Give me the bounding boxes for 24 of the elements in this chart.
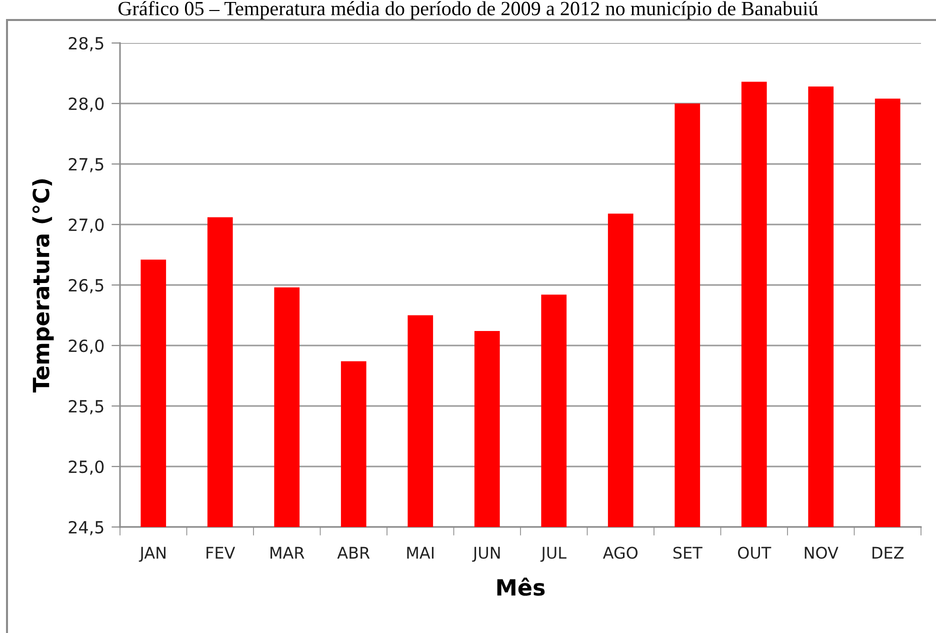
x-tick-label: JUN <box>472 546 500 562</box>
y-tick-label: 28,5 <box>68 36 104 52</box>
x-tick-label: JUL <box>540 546 566 562</box>
y-tick-label: 24,5 <box>68 520 104 536</box>
x-tick-label: JAN <box>138 546 166 562</box>
y-tick-label: 27,0 <box>68 218 104 233</box>
x-tick-label: AGO <box>602 546 638 559</box>
y-tick-label: 26,5 <box>68 278 104 294</box>
x-tick-label: NOV <box>804 546 838 559</box>
x-tick-label: ABR <box>337 546 370 559</box>
x-axis-title: Mês <box>497 578 545 596</box>
y-tick-label: 28,0 <box>68 97 104 112</box>
x-tick-label: MAI <box>407 546 434 559</box>
x-tick-label: SET <box>673 546 702 559</box>
x-tick-label: FEV <box>206 546 236 559</box>
x-tick-label: DEZ <box>872 546 904 559</box>
y-axis-title: Temperatura (°C) <box>32 179 54 393</box>
x-tick-label: MAR <box>270 546 304 559</box>
y-tick-label: 27,5 <box>68 158 104 172</box>
y-tick-label: 26,0 <box>68 339 104 354</box>
y-tick-label: 25,0 <box>68 460 104 475</box>
chart-title: Gráfico 05 – Temperatura média do período de 2009 a 2012 no município de Banabuiú <box>118 1 818 20</box>
x-tick-label: OUT <box>738 546 772 559</box>
y-tick-label: 25,5 <box>68 400 104 414</box>
